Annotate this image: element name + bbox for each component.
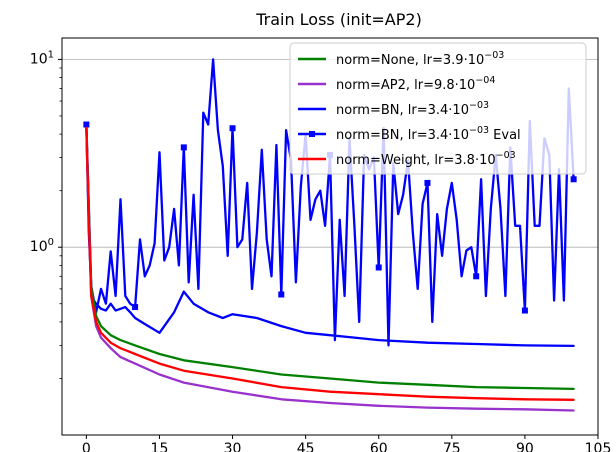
y-tick-label: 100 <box>30 237 54 255</box>
series-marker <box>278 291 285 298</box>
legend-label: norm=BN, lr=3.4·10−03 Eval <box>336 125 521 143</box>
legend-label: norm=BN, lr=3.4·10−03 <box>336 100 489 118</box>
legend-label-text: norm=Weight, lr=3.8·10 <box>336 153 496 168</box>
x-tick-label: 90 <box>516 441 534 452</box>
series-line-4 <box>85 127 575 401</box>
legend-label-exponent: −03 <box>469 100 489 111</box>
legend-label: norm=AP2, lr=9.8·10−04 <box>336 75 495 93</box>
x-tick-label: 15 <box>151 441 169 452</box>
legend-label-text: norm=None, lr=3.9·10 <box>336 53 484 68</box>
legend-label-exponent: −04 <box>475 75 495 86</box>
legend-label: norm=Weight, lr=3.8·10−03 <box>336 150 516 168</box>
series-marker <box>229 125 236 132</box>
legend-label-text: norm=BN, lr=3.4·10 <box>336 128 469 143</box>
legend-label-suffix: Eval <box>489 128 521 143</box>
series-marker <box>521 307 528 314</box>
series-marker <box>375 264 382 271</box>
series-line-2 <box>85 127 575 348</box>
legend-label-exponent: −03 <box>469 125 489 136</box>
x-tick-label: 60 <box>370 441 388 452</box>
legend-label: norm=None, lr=3.9·10−03 <box>336 50 504 68</box>
chart-title: Train Loss (init=AP2) <box>255 10 422 29</box>
y-tick-exponent: 1 <box>48 49 54 60</box>
x-tick-label: 105 <box>585 441 612 452</box>
legend-label-text: norm=BN, lr=3.4·10 <box>336 103 469 118</box>
series-line-0 <box>85 127 575 391</box>
x-tick-label: 45 <box>297 441 315 452</box>
x-tick-label: 0 <box>82 441 91 452</box>
legend-label-text: norm=AP2, lr=9.8·10 <box>336 78 475 93</box>
legend-marker <box>309 131 315 137</box>
legend-label-exponent: −03 <box>496 150 516 161</box>
x-tick-label: 75 <box>443 441 461 452</box>
legend-label-exponent: −03 <box>484 50 504 61</box>
series-marker <box>132 304 139 311</box>
series-marker <box>570 176 577 183</box>
legend-box <box>289 42 587 175</box>
series-marker <box>180 144 187 151</box>
series-marker <box>424 179 431 186</box>
y-tick-exponent: 0 <box>48 237 54 248</box>
plot-frame <box>61 37 599 436</box>
y-tick-label: 101 <box>30 49 54 67</box>
x-tick-label: 30 <box>224 441 242 452</box>
series-marker <box>473 273 480 280</box>
series-marker <box>83 121 90 128</box>
